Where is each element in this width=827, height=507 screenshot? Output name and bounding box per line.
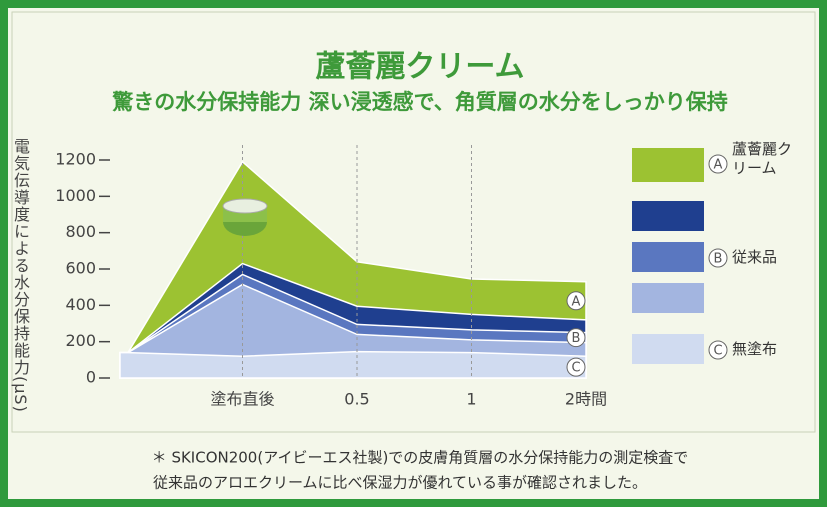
legend-marker-label: C — [713, 344, 722, 359]
legend-swatch — [632, 148, 704, 182]
legend-marker-label: A — [714, 158, 723, 173]
marker-label: A — [572, 294, 581, 309]
y-tick-label: 200 — [65, 331, 96, 350]
y-tick-label: 600 — [65, 259, 96, 278]
marker-label: B — [572, 331, 581, 346]
legend-swatch — [632, 334, 704, 364]
footnote: 従来品のアロエクリームに比べ保湿力が優れている事が確認されました。 — [153, 474, 647, 492]
y-tick-label: 1200 — [55, 150, 96, 169]
legend-marker-label: B — [714, 252, 723, 267]
x-tick-label: 0.5 — [344, 390, 369, 409]
y-tick-label: 1000 — [55, 186, 96, 205]
legend-label: 従来品 — [732, 248, 812, 267]
y-tick-label: 0 — [86, 368, 96, 387]
chart-subtitle: 驚きの水分保持能力 深い浸透感で、角質層の水分をしっかり保持 — [111, 90, 727, 114]
y-axis-label: 電気伝導度による水分保持能力(μS) — [8, 138, 32, 413]
x-tick-label: 1 — [466, 390, 476, 409]
legend-swatch — [632, 283, 704, 313]
legend-swatch — [632, 242, 704, 272]
product-jar — [223, 199, 267, 236]
area — [120, 352, 586, 378]
legend-label: 無塗布 — [732, 340, 812, 359]
x-tick-label: 塗布直後 — [210, 390, 274, 409]
legend-swatch — [632, 201, 704, 231]
y-tick-label: 400 — [65, 295, 96, 314]
marker-label: C — [571, 361, 580, 376]
y-tick-label: 800 — [65, 222, 96, 241]
page: 蘆薈麗クリーム 驚きの水分保持能力 深い浸透感で、角質層の水分をしっかり保持 0… — [0, 0, 827, 507]
footnote: ＊ SKICON200(アイビーエス社製)での皮膚角質層の水分保持能力の測定検査… — [152, 449, 689, 467]
legend-label: 蘆薈麗クリーム — [732, 140, 796, 178]
x-tick-label: 2時間 — [565, 390, 607, 409]
chart: 蘆薈麗クリーム 驚きの水分保持能力 深い浸透感で、角質層の水分をしっかり保持 0… — [0, 0, 827, 507]
chart-title: 蘆薈麗クリーム — [315, 50, 524, 85]
